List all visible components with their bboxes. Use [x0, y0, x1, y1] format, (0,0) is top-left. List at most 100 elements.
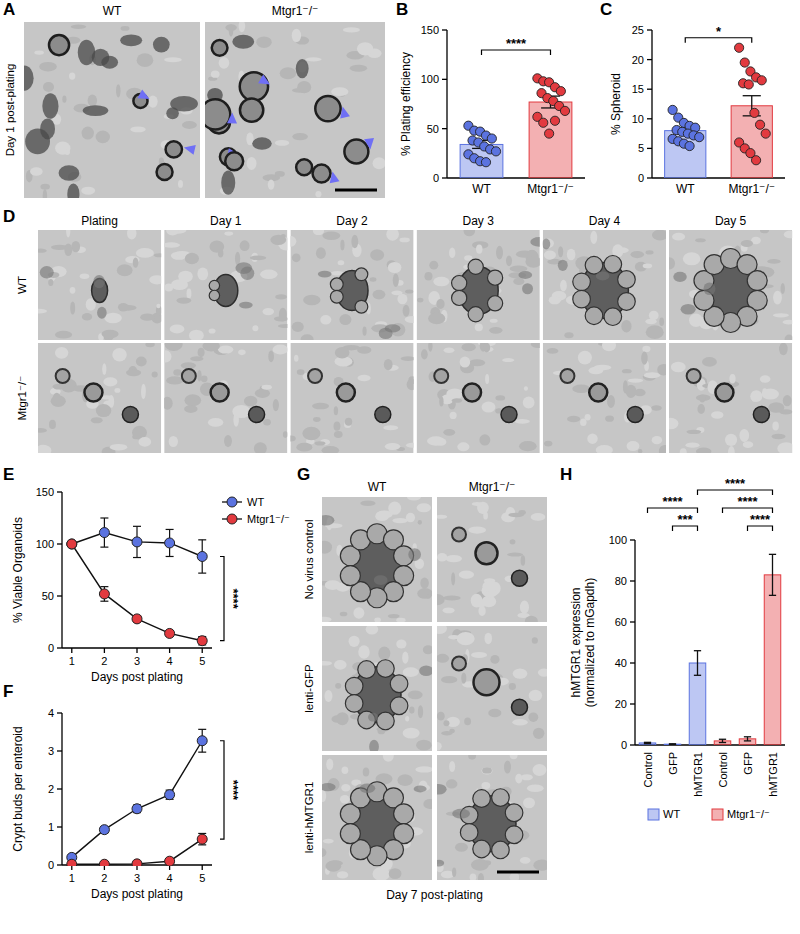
error-bar — [198, 729, 206, 752]
y-tick — [57, 543, 62, 544]
crypt-bud — [394, 804, 414, 824]
error-bar — [100, 518, 108, 547]
data-point — [685, 141, 694, 150]
texture — [325, 861, 341, 872]
column-label: Day 3 — [463, 214, 495, 228]
y-tick — [442, 79, 447, 80]
texture — [316, 247, 326, 259]
texture — [322, 541, 332, 554]
texture — [184, 405, 198, 413]
texture — [297, 369, 305, 375]
y-tick-label: 0 — [433, 172, 439, 184]
crypt-bud — [209, 290, 219, 300]
texture — [383, 755, 394, 762]
texture — [340, 240, 344, 251]
error-line — [772, 554, 773, 595]
error-bar — [644, 742, 651, 743]
micrograph — [322, 755, 432, 880]
debris — [360, 783, 376, 793]
error-cap — [719, 739, 726, 740]
texture — [449, 248, 455, 258]
organoid — [157, 164, 173, 180]
texture — [446, 555, 462, 562]
crypt-bud — [452, 275, 467, 290]
spheroid — [308, 369, 322, 383]
error-bar — [133, 526, 141, 557]
texture — [268, 179, 275, 189]
texture — [164, 242, 180, 247]
error-cap — [669, 743, 676, 744]
texture — [357, 42, 373, 55]
texture — [345, 418, 352, 426]
texture — [197, 267, 208, 280]
error-bar — [198, 540, 206, 573]
texture — [772, 422, 778, 431]
y-tick-label: 50 — [427, 123, 439, 135]
crypt-bud — [487, 270, 502, 285]
y-tick-label: 0 — [638, 172, 644, 184]
legend-label: Mtgr1⁻/⁻ — [727, 808, 770, 820]
texture — [457, 442, 469, 451]
debris — [93, 275, 105, 288]
texture — [275, 294, 287, 299]
texture — [303, 295, 320, 306]
texture — [444, 348, 455, 354]
texture — [403, 305, 410, 317]
texture — [405, 289, 413, 293]
micrograph — [322, 497, 432, 622]
error-cap — [769, 554, 776, 555]
organoid — [212, 40, 228, 56]
micrograph — [290, 343, 413, 453]
data-point — [132, 614, 142, 624]
texture — [484, 633, 492, 645]
texture — [621, 320, 631, 333]
column-label: Day 4 — [589, 214, 621, 228]
texture — [496, 246, 503, 260]
debris — [522, 283, 533, 294]
texture — [292, 133, 308, 140]
panel-letter: E — [3, 465, 14, 484]
texture — [80, 274, 90, 279]
texture — [176, 297, 191, 303]
texture — [651, 405, 662, 411]
texture — [483, 343, 490, 353]
texture — [461, 672, 466, 683]
blob — [83, 105, 109, 116]
y-tick — [630, 621, 635, 622]
error-bar — [198, 637, 206, 645]
micrograph-bg — [164, 230, 287, 340]
texture — [615, 247, 629, 253]
texture — [326, 759, 333, 771]
micrograph-bg — [669, 343, 792, 453]
texture — [343, 27, 360, 32]
column-label: Day 2 — [336, 214, 368, 228]
texture — [164, 57, 182, 62]
data-point — [197, 551, 207, 561]
debris — [239, 302, 253, 309]
texture — [478, 606, 485, 616]
crypt-bud — [573, 290, 591, 308]
texture — [256, 36, 272, 48]
texture — [528, 712, 538, 721]
texture — [290, 236, 296, 247]
texture — [437, 594, 445, 605]
texture — [622, 369, 632, 373]
error-cap — [133, 557, 141, 558]
significance: **** — [725, 476, 746, 491]
texture — [441, 731, 453, 735]
error-cap — [166, 556, 174, 557]
texture — [751, 391, 756, 401]
significance: **** — [662, 494, 683, 509]
organoid — [49, 35, 69, 55]
significance: * — [716, 24, 722, 39]
data-point — [165, 628, 175, 638]
micrograph — [437, 497, 547, 622]
debris — [414, 785, 427, 792]
texture — [117, 264, 133, 276]
y-tick — [630, 662, 635, 663]
texture — [520, 601, 529, 614]
spheroid — [715, 384, 733, 402]
panel-letter: B — [396, 0, 408, 19]
texture — [502, 358, 514, 362]
x-tick-label: hMTGR1 — [692, 752, 704, 797]
